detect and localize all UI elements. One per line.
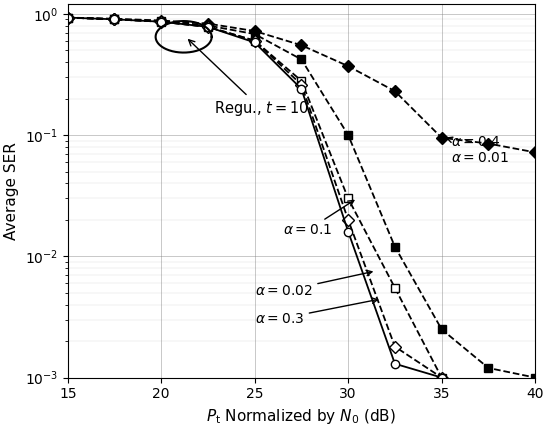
- Text: $\alpha = 0.3$: $\alpha = 0.3$: [255, 298, 378, 326]
- Y-axis label: Average SER: Average SER: [4, 142, 19, 240]
- X-axis label: $P_{\mathrm{t}}$ Normalized by $N_0$ (dB): $P_{\mathrm{t}}$ Normalized by $N_0$ (dB…: [207, 407, 396, 426]
- Text: $\alpha = 0.02$: $\alpha = 0.02$: [255, 270, 372, 298]
- Text: Regu., $t = 10$: Regu., $t = 10$: [189, 40, 309, 118]
- Text: $\alpha = 0.1$: $\alpha = 0.1$: [283, 200, 354, 237]
- Text: $\alpha = 0.4$
$\alpha = 0.01$: $\alpha = 0.4$ $\alpha = 0.01$: [446, 135, 509, 165]
